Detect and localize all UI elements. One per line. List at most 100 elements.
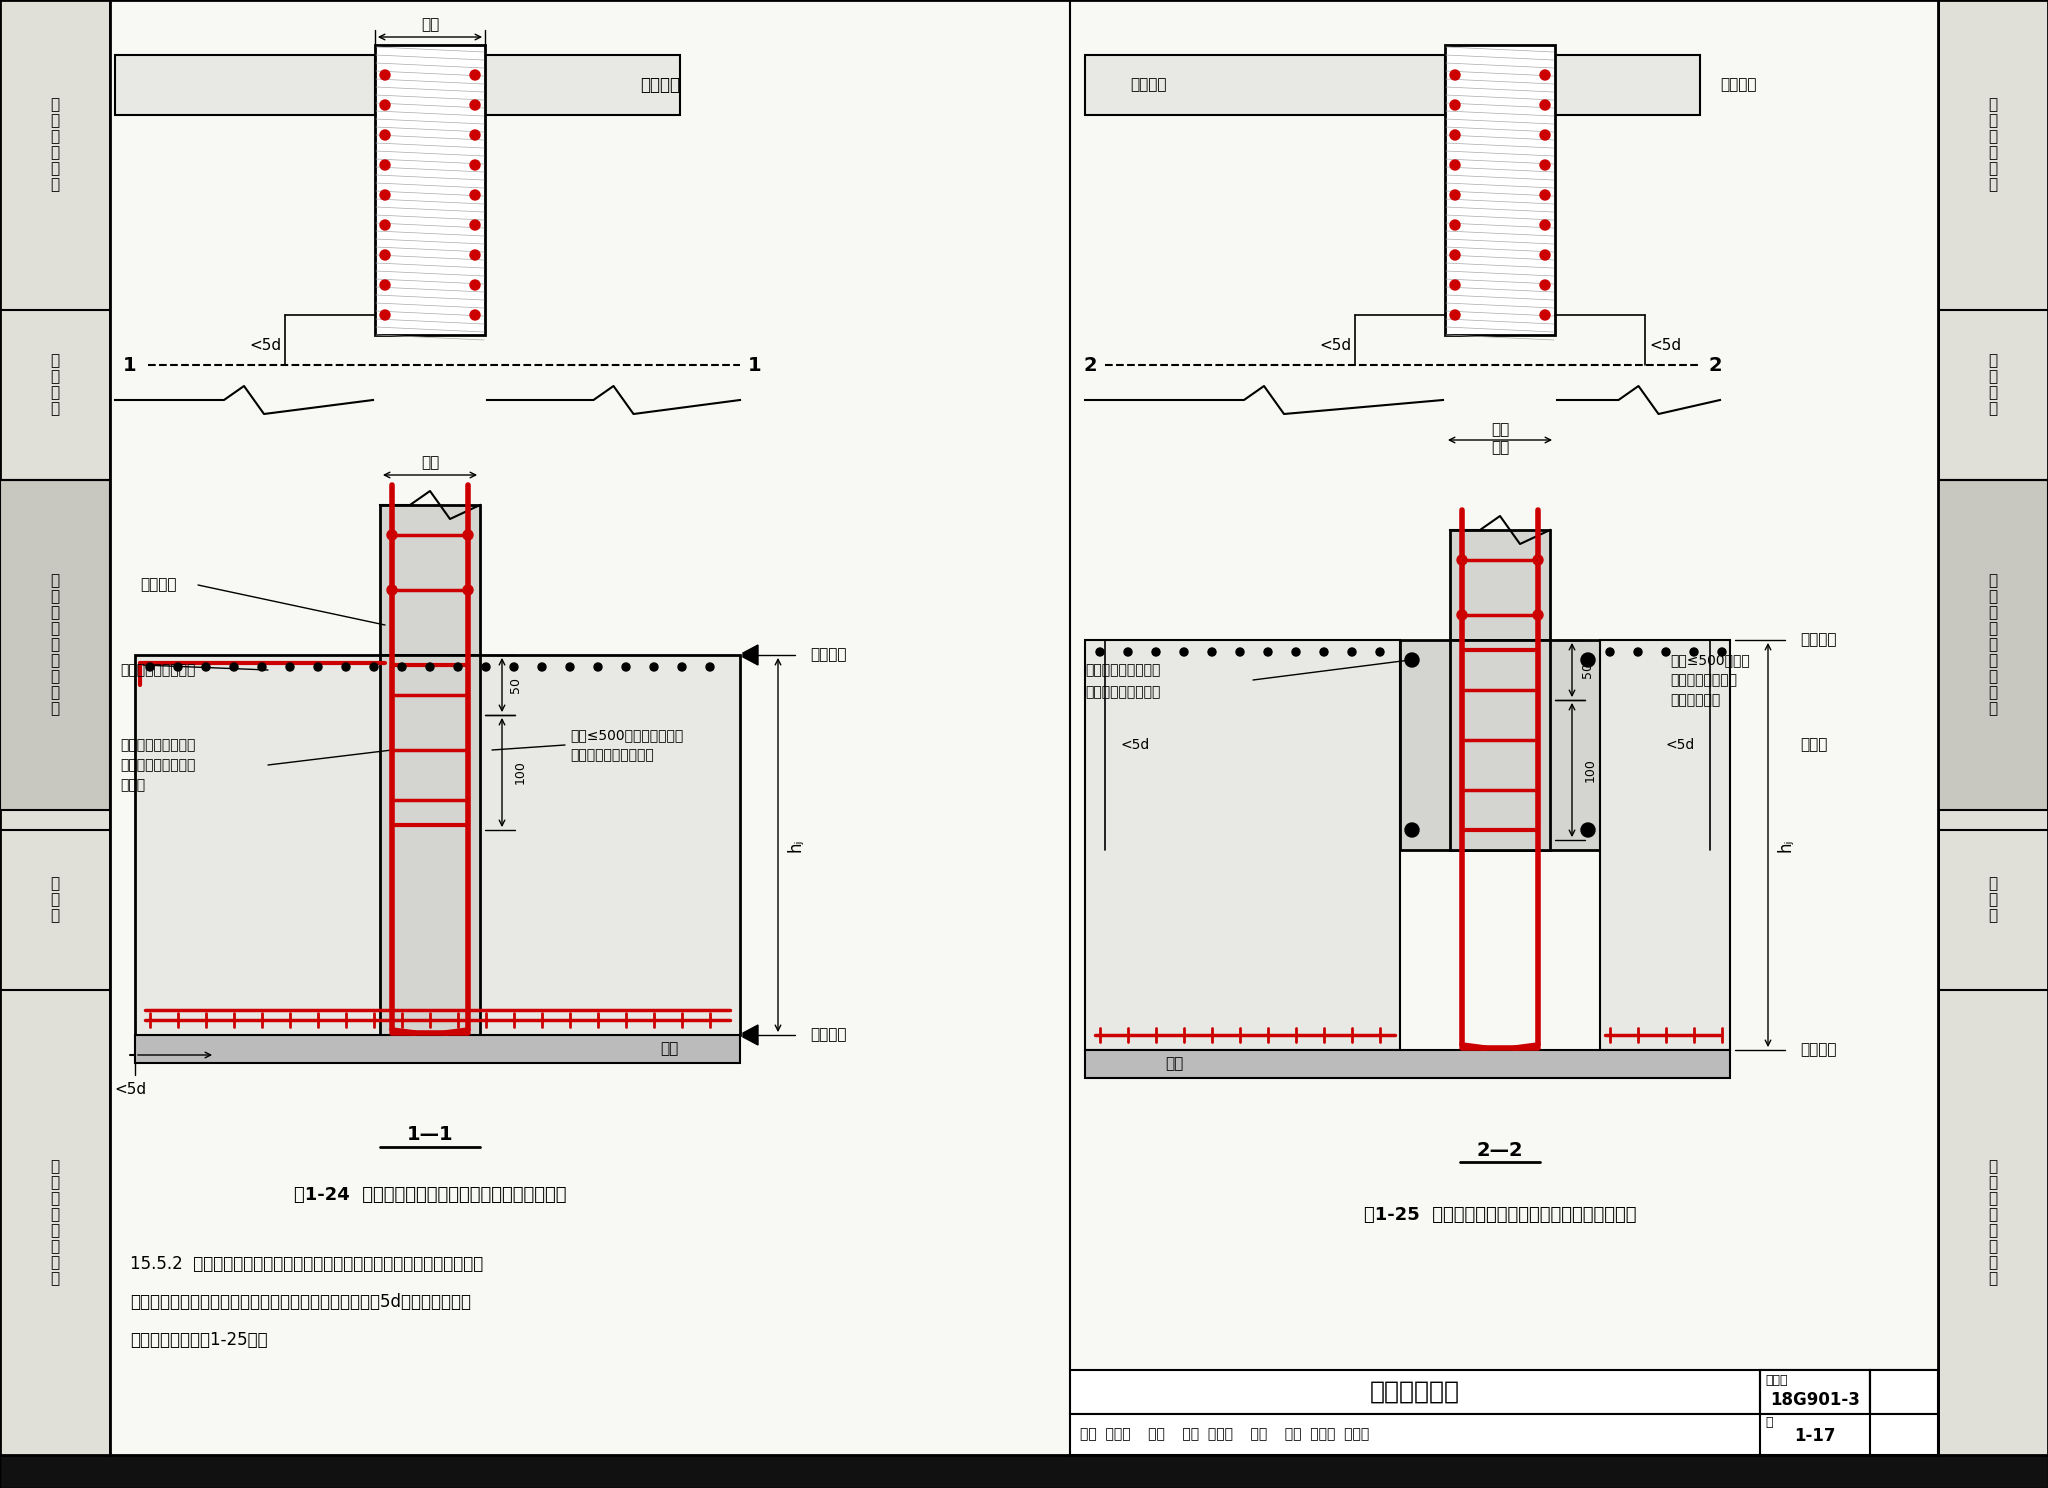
Text: 梁宽: 梁宽 [1491, 440, 1509, 455]
Text: 墙厚: 墙厚 [422, 455, 438, 470]
Circle shape [1540, 70, 1550, 80]
Circle shape [1540, 250, 1550, 260]
Text: 审核  黄志刚    签名    校对  曹云锋    签名    设计  王怀元  王怀元: 审核 黄志刚 签名 校对 曹云锋 签名 设计 王怀元 王怀元 [1079, 1427, 1370, 1442]
Circle shape [1237, 647, 1243, 656]
Circle shape [469, 70, 479, 80]
Text: 100: 100 [514, 760, 526, 784]
Text: 与: 与 [51, 637, 59, 653]
Circle shape [469, 220, 479, 231]
Text: 条: 条 [51, 573, 59, 588]
Text: 一: 一 [1989, 98, 1997, 113]
Text: 间距≤500，且不: 间距≤500，且不 [1669, 653, 1749, 667]
Circle shape [1264, 647, 1272, 656]
Text: 关: 关 [51, 1223, 59, 1238]
Text: 基础筏板: 基础筏板 [1720, 77, 1757, 92]
Text: 求: 求 [1989, 177, 1997, 192]
Bar [1599, 640, 1731, 1051]
Text: 页: 页 [1765, 1415, 1772, 1428]
Text: 立: 立 [51, 369, 59, 384]
Circle shape [1540, 310, 1550, 320]
Text: 基础筏板: 基础筏板 [641, 76, 680, 94]
Circle shape [1376, 647, 1384, 656]
Text: 筋绑扎: 筋绑扎 [121, 778, 145, 792]
Text: 基: 基 [51, 893, 59, 908]
Circle shape [649, 664, 657, 671]
Circle shape [1540, 129, 1550, 140]
Circle shape [623, 664, 631, 671]
Circle shape [1208, 647, 1217, 656]
Circle shape [1450, 190, 1460, 199]
Circle shape [1450, 129, 1460, 140]
Circle shape [1096, 647, 1104, 656]
Text: 1-17: 1-17 [1794, 1427, 1835, 1445]
Circle shape [463, 585, 473, 595]
Bar [1759, 1370, 1870, 1414]
Text: 50: 50 [508, 677, 522, 693]
Text: 一: 一 [51, 98, 59, 113]
Text: 条: 条 [1989, 573, 1997, 588]
Text: 造: 造 [1989, 146, 1997, 161]
Text: 墙厚: 墙厚 [422, 18, 438, 33]
Text: 钢筋与拉结筋: 钢筋与拉结筋 [1669, 693, 1720, 707]
Circle shape [1124, 647, 1133, 656]
Circle shape [1540, 161, 1550, 170]
Circle shape [1450, 310, 1460, 320]
Text: 基础顶面: 基础顶面 [811, 647, 846, 662]
Text: 有: 有 [51, 1207, 59, 1222]
Circle shape [1450, 220, 1460, 231]
Circle shape [469, 161, 479, 170]
Bar [1069, 1414, 1937, 1455]
Circle shape [1405, 653, 1419, 667]
Circle shape [1581, 653, 1595, 667]
Text: 础: 础 [1989, 622, 1997, 637]
Text: 构: 构 [1989, 1254, 1997, 1269]
Bar [0, 0, 111, 1455]
Circle shape [381, 220, 389, 231]
Text: <5d: <5d [1120, 738, 1149, 751]
Bar [135, 1036, 739, 1062]
Circle shape [469, 190, 479, 199]
Polygon shape [743, 1025, 758, 1045]
Circle shape [258, 664, 266, 671]
Circle shape [469, 280, 479, 290]
Text: 造: 造 [1989, 1271, 1997, 1286]
Text: 础: 础 [1989, 701, 1997, 717]
Text: 50: 50 [1581, 662, 1595, 679]
Circle shape [229, 664, 238, 671]
Circle shape [1534, 610, 1542, 620]
Circle shape [1180, 647, 1188, 656]
Text: 垫层: 垫层 [659, 1042, 678, 1056]
Bar [135, 655, 739, 1036]
Text: 封边钢筋: 封边钢筋 [139, 577, 176, 592]
Bar [1450, 530, 1550, 640]
Text: 基础底面: 基础底面 [811, 1028, 846, 1043]
Bar [1937, 0, 2048, 1455]
Circle shape [707, 664, 715, 671]
Circle shape [381, 161, 389, 170]
Bar [0, 1455, 2048, 1488]
Circle shape [1634, 647, 1642, 656]
Text: 础: 础 [1989, 402, 1997, 417]
Circle shape [174, 664, 182, 671]
Circle shape [469, 100, 479, 110]
Circle shape [1456, 555, 1466, 565]
Text: 基础底面: 基础底面 [1800, 1043, 1837, 1058]
Bar [381, 655, 479, 1036]
Circle shape [1450, 100, 1460, 110]
Circle shape [371, 664, 379, 671]
Text: 独: 独 [1989, 354, 1997, 369]
Text: <5d: <5d [250, 338, 281, 353]
Circle shape [510, 664, 518, 671]
Text: 2—2: 2—2 [1477, 1140, 1524, 1159]
Text: 有: 有 [1989, 1207, 1997, 1222]
Circle shape [481, 664, 489, 671]
Text: 18G901-3: 18G901-3 [1769, 1391, 1860, 1409]
Text: 基: 基 [51, 606, 59, 620]
Text: 2: 2 [1708, 356, 1722, 375]
Circle shape [469, 310, 479, 320]
Circle shape [469, 129, 479, 140]
Text: 的: 的 [51, 1240, 59, 1254]
Circle shape [463, 530, 473, 540]
Text: 一般构造要求: 一般构造要求 [1370, 1379, 1460, 1405]
Text: 形: 形 [51, 670, 59, 684]
